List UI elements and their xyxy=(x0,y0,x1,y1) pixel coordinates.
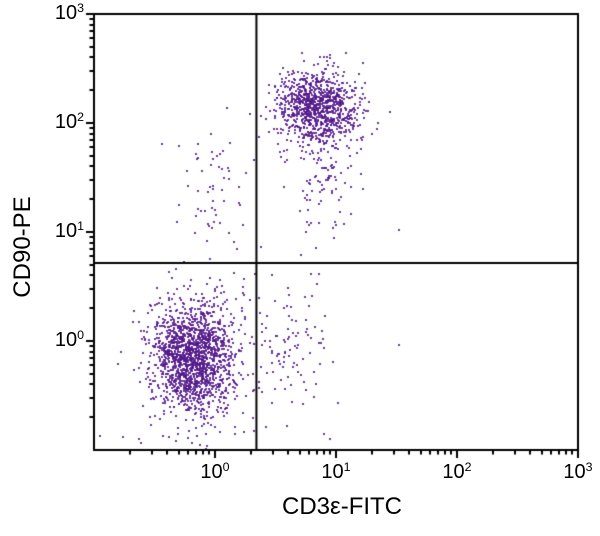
tick-base: 10 xyxy=(200,461,223,483)
tick-base: 10 xyxy=(321,461,344,483)
tick-base: 10 xyxy=(442,461,465,483)
tick-base: 10 xyxy=(54,111,78,133)
tick-exponent: 1 xyxy=(343,460,351,475)
y-tick-label-10e2: 102 xyxy=(54,110,84,134)
tick-exponent: 0 xyxy=(222,460,230,475)
x-tick-label-10e0: 100 xyxy=(200,460,230,484)
y-tick-label-10e1: 101 xyxy=(54,219,84,243)
tick-exponent: 3 xyxy=(585,460,593,475)
tick-exponent: 2 xyxy=(77,110,84,125)
y-tick-label-10e3: 103 xyxy=(54,1,84,25)
y-axis-title: CD90-PE xyxy=(9,196,36,298)
tick-exponent: 0 xyxy=(77,328,84,343)
x-tick-label-10e3: 103 xyxy=(563,460,593,484)
tick-base: 10 xyxy=(563,461,586,483)
tick-base: 10 xyxy=(54,2,78,24)
tick-exponent: 1 xyxy=(77,219,84,234)
x-tick-label-10e2: 102 xyxy=(442,460,472,484)
tick-exponent: 2 xyxy=(464,460,472,475)
tick-base: 10 xyxy=(54,329,78,351)
tick-exponent: 3 xyxy=(77,1,84,16)
y-tick-label-10e0: 100 xyxy=(54,328,84,352)
tick-base: 10 xyxy=(54,220,78,242)
x-tick-label-10e1: 101 xyxy=(321,460,351,484)
x-axis-title: CD3ε-FITC xyxy=(281,493,403,520)
